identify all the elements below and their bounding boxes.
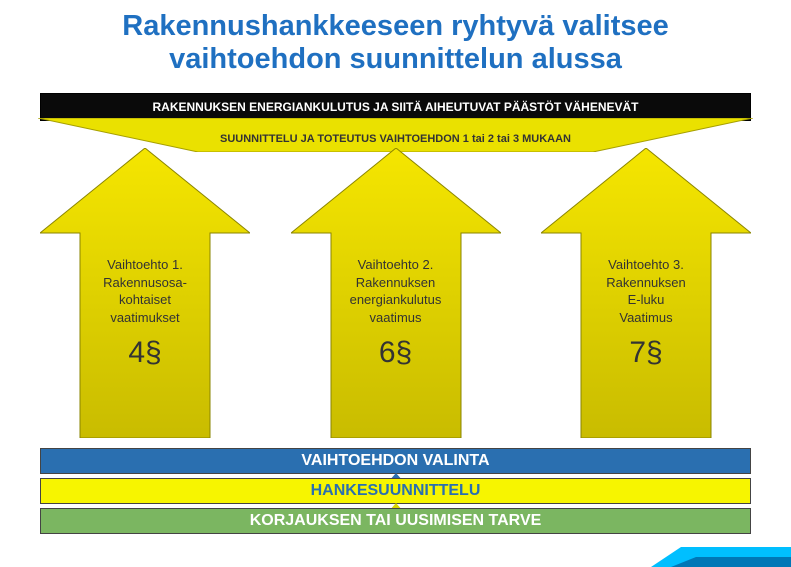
bar-project-planning-label: HANKESUUNNITTELU xyxy=(311,482,481,499)
option-1-text: Vaihtoehto 1. Rakennusosa- kohtaiset vaa… xyxy=(62,256,228,370)
bar-renovation-need: KORJAUKSEN TAI UUSIMISEN TARVE xyxy=(40,508,751,534)
option-3-label: Vaihtoehto 3. Rakennuksen E-luku Vaatimu… xyxy=(563,256,729,326)
slide-canvas: Rakennushankkeeseen ryhtyvä valitsee vai… xyxy=(0,0,791,567)
option-1-label: Vaihtoehto 1. Rakennusosa- kohtaiset vaa… xyxy=(62,256,228,326)
process-bars: VAIHTOEHDON VALINTA HANKESUUNNITTELU KOR… xyxy=(40,448,751,538)
bar-renovation-need-label: KORJAUKSEN TAI UUSIMISEN TARVE xyxy=(250,512,542,529)
option-2-label: Vaihtoehto 2. Rakennuksen energiankulutu… xyxy=(313,256,479,326)
title-line-2: vaihtoehdon suunnittelun alussa xyxy=(169,43,622,75)
option-2-text: Vaihtoehto 2. Rakennuksen energiankulutu… xyxy=(313,256,479,370)
trapezoid-label: SUUNNITTELU JA TOTEUTUS VAIHTOEHDON 1 ta… xyxy=(38,133,753,145)
option-arrow-3: Vaihtoehto 3. Rakennuksen E-luku Vaatimu… xyxy=(541,148,751,438)
title-line-1: Rakennushankkeeseen ryhtyvä valitsee xyxy=(122,10,668,42)
outcome-bar: RAKENNUKSEN ENERGIANKULUTUS JA SIITÄ AIH… xyxy=(40,93,751,121)
option-2-section: 6§ xyxy=(313,336,479,370)
option-arrow-2: Vaihtoehto 2. Rakennuksen energiankulutu… xyxy=(291,148,501,438)
option-3-text: Vaihtoehto 3. Rakennuksen E-luku Vaatimu… xyxy=(563,256,729,370)
bar-option-selection: VAIHTOEHDON VALINTA xyxy=(40,448,751,474)
bar-option-selection-label: VAIHTOEHDON VALINTA xyxy=(301,452,489,469)
options-row: Vaihtoehto 1. Rakennusosa- kohtaiset vaa… xyxy=(40,148,751,438)
option-1-section: 4§ xyxy=(62,336,228,370)
bar-project-planning: HANKESUUNNITTELU xyxy=(40,478,751,504)
option-arrow-1: Vaihtoehto 1. Rakennusosa- kohtaiset vaa… xyxy=(40,148,250,438)
corner-accent xyxy=(641,539,791,567)
option-3-section: 7§ xyxy=(563,336,729,370)
page-title: Rakennushankkeeseen ryhtyvä valitsee vai… xyxy=(0,0,791,77)
accent-shape xyxy=(641,539,791,567)
design-trapezoid: SUUNNITTELU JA TOTEUTUS VAIHTOEHDON 1 ta… xyxy=(38,118,753,152)
